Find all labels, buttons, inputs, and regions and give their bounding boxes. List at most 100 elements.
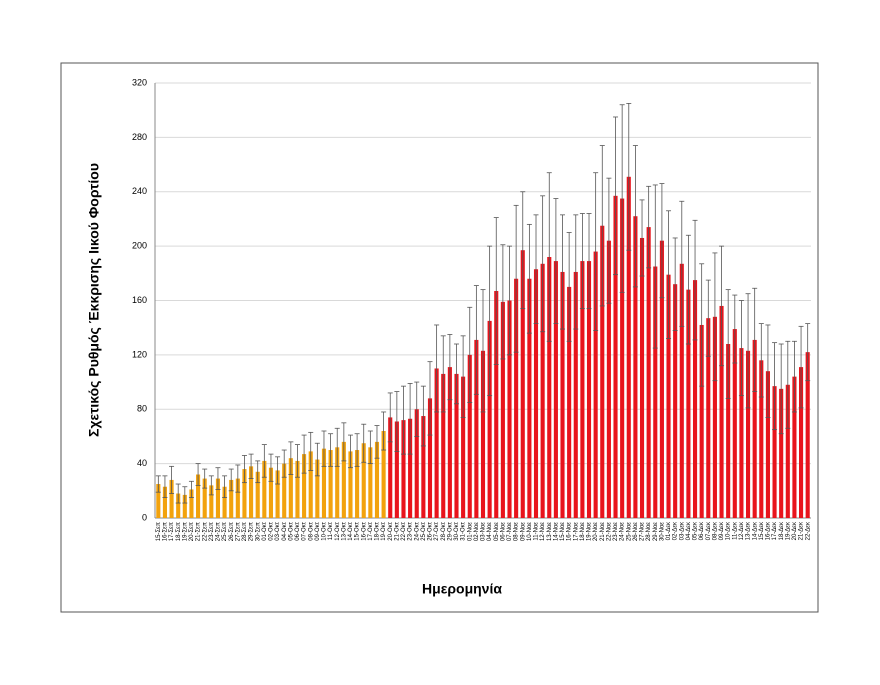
bar bbox=[527, 278, 532, 518]
x-tick-label: 02-Οκτ bbox=[269, 521, 275, 540]
y-tick-label: 240 bbox=[132, 186, 147, 196]
error-bar bbox=[573, 214, 579, 330]
bar bbox=[467, 354, 472, 518]
x-tick-label: 08-Οκτ bbox=[308, 521, 314, 540]
bar bbox=[176, 493, 181, 518]
x-tick-label: 10-Νοε bbox=[527, 522, 533, 541]
bar bbox=[673, 284, 678, 518]
bar bbox=[209, 485, 214, 518]
error-bar bbox=[347, 434, 353, 469]
error-bar bbox=[248, 453, 254, 479]
x-tick-label: 16-Δεκ bbox=[766, 521, 772, 540]
bar bbox=[321, 448, 327, 518]
error-bar bbox=[732, 294, 738, 364]
x-tick-label: 15-Νοε bbox=[560, 522, 566, 541]
error-bar bbox=[175, 483, 181, 504]
error-bar bbox=[361, 423, 367, 463]
bar bbox=[315, 459, 320, 518]
error-bar bbox=[208, 475, 214, 496]
bar bbox=[454, 373, 459, 518]
x-tick-label: 22-Οκτ bbox=[401, 521, 407, 540]
bar bbox=[752, 339, 757, 518]
x-tick-label: 25-Οκτ bbox=[421, 521, 427, 540]
bar bbox=[520, 250, 525, 518]
x-tick-label: 24-Σεπ bbox=[216, 522, 222, 541]
bar bbox=[368, 447, 373, 518]
bar bbox=[202, 478, 207, 518]
bar bbox=[732, 329, 737, 518]
bar bbox=[282, 463, 287, 518]
bar bbox=[580, 261, 585, 518]
error-bar bbox=[467, 306, 473, 403]
bar bbox=[169, 479, 174, 518]
x-tick-label: 31-Οκτ bbox=[461, 521, 467, 540]
x-tick-label: 05-Νοε bbox=[494, 522, 500, 541]
x-tick-label: 09-Νοε bbox=[520, 522, 526, 541]
x-tick-label: 12-Δεκ bbox=[739, 521, 745, 540]
bar bbox=[765, 371, 770, 518]
bar bbox=[394, 421, 399, 518]
error-bar bbox=[652, 184, 658, 349]
x-tick-label: 27-Οκτ bbox=[434, 521, 440, 540]
error-bar bbox=[328, 433, 334, 467]
error-bar bbox=[374, 425, 380, 459]
error-bar bbox=[540, 195, 546, 333]
error-bar bbox=[566, 232, 572, 342]
error-bar bbox=[745, 293, 751, 409]
error-bar bbox=[632, 145, 638, 288]
error-bar bbox=[440, 335, 446, 413]
error-bar bbox=[222, 475, 228, 499]
x-tick-label: 19-Οκτ bbox=[381, 521, 387, 540]
x-tick-label: 24-Νοε bbox=[620, 522, 626, 541]
bar bbox=[480, 350, 486, 518]
error-bar bbox=[447, 334, 453, 401]
x-tick-label: 22-Νοε bbox=[606, 522, 612, 541]
bar bbox=[302, 454, 307, 518]
error-bar bbox=[480, 289, 486, 413]
error-bar bbox=[453, 343, 459, 405]
x-tick-label: 12-Νοε bbox=[540, 522, 546, 541]
x-tick-label: 27-Σεπ bbox=[235, 522, 241, 541]
y-tick-label: 280 bbox=[132, 132, 147, 142]
error-bar bbox=[507, 245, 513, 356]
error-bar bbox=[579, 213, 585, 310]
x-tick-label: 01-Νοε bbox=[467, 522, 473, 541]
bar bbox=[639, 237, 645, 518]
error-bar bbox=[593, 172, 599, 331]
error-bar bbox=[155, 475, 161, 493]
x-tick-label: 30-Οκτ bbox=[454, 521, 460, 540]
bar bbox=[706, 318, 711, 518]
bar bbox=[156, 484, 161, 518]
x-tick-label: 04-Οκτ bbox=[282, 521, 288, 540]
x-tick-label: 14-Νοε bbox=[553, 522, 559, 541]
x-tick-label: 04-Δεκ bbox=[686, 521, 692, 540]
error-bar bbox=[275, 456, 281, 485]
bar bbox=[229, 479, 234, 518]
error-bar bbox=[321, 430, 327, 467]
error-bar bbox=[381, 411, 387, 451]
x-tick-label: 11-Οκτ bbox=[328, 521, 334, 540]
bar bbox=[507, 300, 512, 518]
x-tick-label: 15-Οκτ bbox=[355, 521, 361, 540]
x-tick-label: 05-Δεκ bbox=[693, 521, 699, 540]
error-bar bbox=[314, 442, 320, 477]
x-tick-label: 06-Οκτ bbox=[295, 521, 301, 540]
bar bbox=[401, 420, 406, 518]
x-tick-label: 21-Δεκ bbox=[799, 521, 805, 540]
error-bar bbox=[294, 444, 300, 478]
error-bar bbox=[493, 217, 499, 365]
error-bar bbox=[513, 204, 519, 353]
x-tick-label: 16-Νοε bbox=[567, 522, 573, 541]
error-bar bbox=[169, 465, 175, 494]
bar bbox=[659, 240, 664, 518]
error-bar bbox=[182, 486, 188, 504]
bar bbox=[374, 441, 380, 518]
error-bar bbox=[241, 455, 247, 484]
bar bbox=[560, 271, 565, 518]
bar bbox=[308, 451, 313, 518]
error-bar bbox=[758, 323, 764, 398]
bar bbox=[268, 467, 274, 518]
x-tick-label: 28-Οκτ bbox=[441, 521, 447, 540]
bar bbox=[799, 367, 804, 518]
